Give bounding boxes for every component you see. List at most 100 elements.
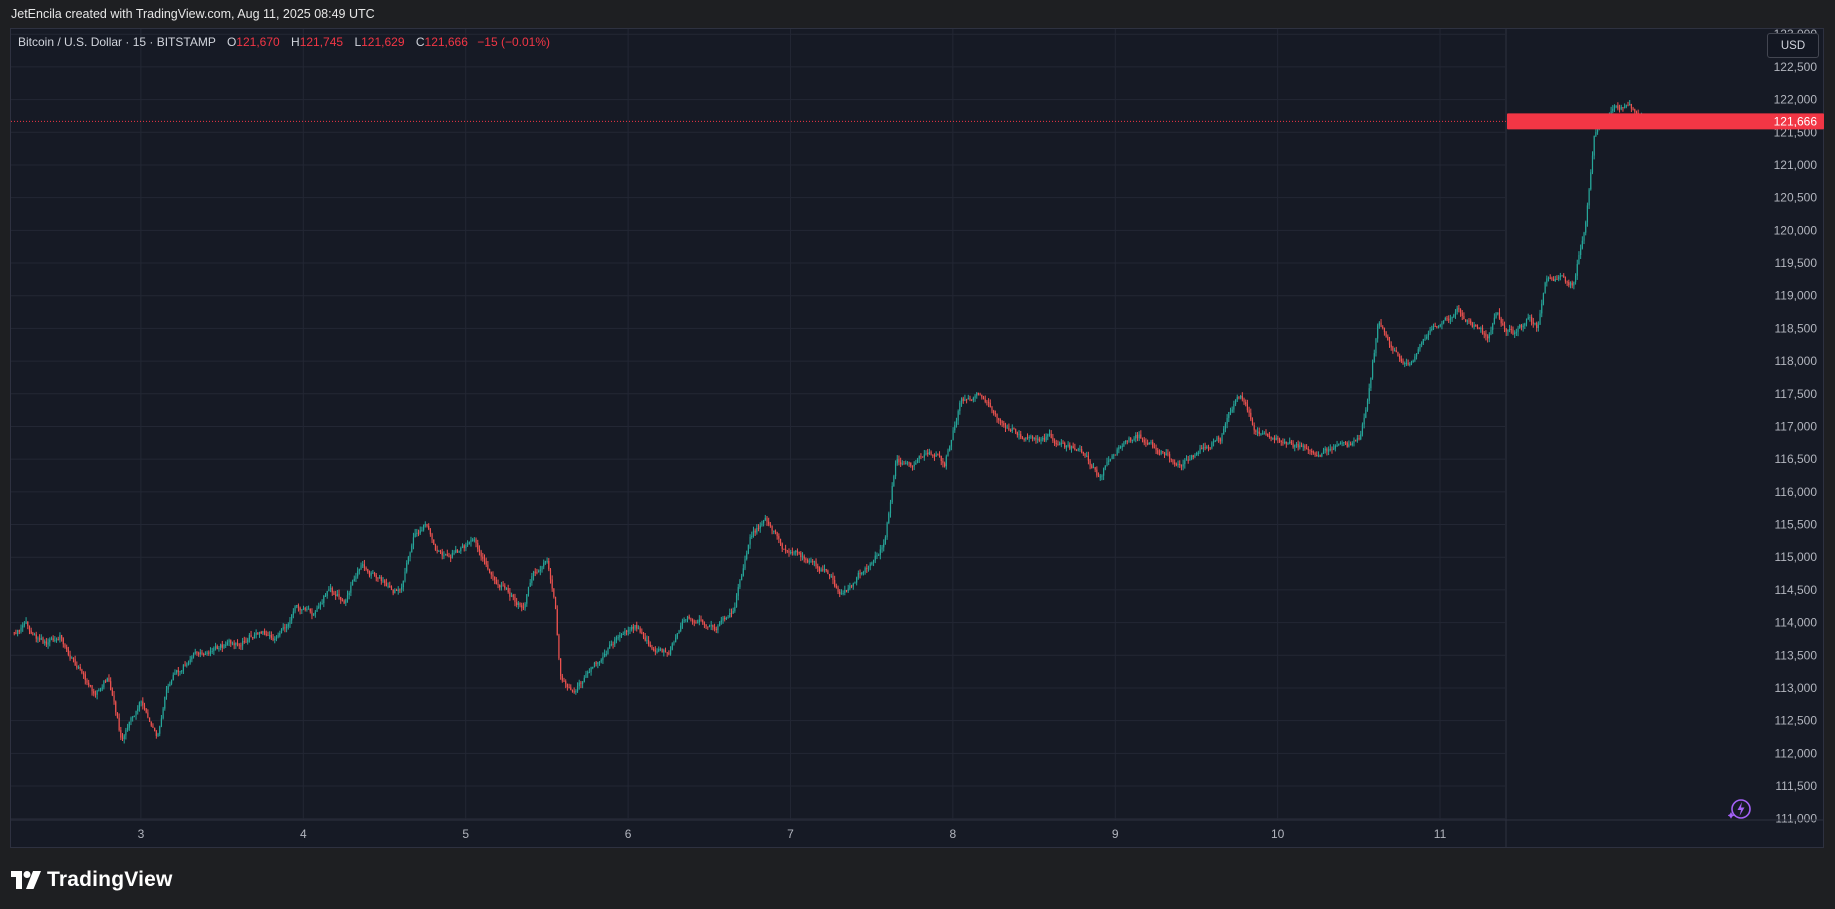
currency-button[interactable]: USD	[1767, 33, 1819, 58]
candle-body	[382, 580, 384, 582]
candle-body	[1426, 336, 1428, 339]
tradingview-logo[interactable]: TradingView	[11, 868, 173, 892]
candle-body	[160, 718, 163, 727]
candle-body	[1167, 453, 1169, 455]
candle-body	[316, 607, 318, 612]
candle-body	[888, 513, 890, 524]
candle-body	[201, 652, 203, 655]
candle-body	[1292, 443, 1294, 448]
candle-body	[614, 639, 616, 645]
candle-body	[806, 560, 809, 563]
candle-body	[778, 536, 780, 539]
candle-body	[370, 572, 372, 576]
candle-body	[1086, 455, 1088, 457]
candle-body	[424, 524, 426, 526]
candle-body	[1190, 455, 1193, 460]
candle-body	[289, 620, 291, 625]
candle-body	[407, 556, 409, 564]
low-value: 121,629	[361, 35, 405, 49]
candle-body	[712, 625, 714, 628]
candle-body	[1441, 323, 1443, 325]
candle-body	[1204, 447, 1206, 449]
candle-body	[1218, 437, 1220, 439]
candle-body	[678, 630, 680, 634]
candle-body	[77, 666, 80, 668]
candle-body	[302, 608, 305, 610]
candle-body	[250, 634, 252, 638]
candle-body	[837, 587, 839, 592]
candle-body	[1196, 452, 1198, 455]
candle-body	[977, 392, 980, 395]
candle-body	[242, 641, 244, 646]
candle-body	[86, 680, 88, 683]
candle-body	[1585, 222, 1587, 233]
candle-body	[1514, 332, 1516, 335]
candle-body	[800, 552, 802, 558]
candle-body	[1475, 324, 1477, 326]
candle-body	[365, 567, 367, 570]
candle-body	[1211, 442, 1213, 448]
candle-body	[1074, 448, 1076, 450]
candle-body	[494, 576, 496, 580]
lightning-assistant-icon[interactable]	[1728, 797, 1752, 821]
candle-body	[1172, 459, 1174, 463]
candle-body	[1097, 475, 1100, 477]
candle-body	[1185, 459, 1188, 461]
candle-body	[419, 530, 421, 534]
candle-body	[179, 670, 181, 672]
candle-body	[93, 691, 95, 694]
y-tick-label: 117,500	[1775, 387, 1818, 401]
candle-body	[908, 462, 910, 464]
candle-body	[1064, 443, 1066, 448]
candle-body	[612, 644, 614, 646]
candle-body	[439, 550, 442, 553]
candle-body	[1052, 437, 1054, 441]
candle-body	[1563, 275, 1565, 278]
candle-body	[1552, 279, 1555, 282]
candle-body	[1368, 388, 1370, 401]
candle-body	[1588, 189, 1590, 206]
candle-body	[1302, 445, 1304, 447]
candle-body	[1542, 293, 1545, 304]
candle-body	[94, 693, 97, 695]
candle-body	[373, 572, 376, 576]
candle-body	[1268, 435, 1270, 437]
candle-body	[1099, 476, 1101, 478]
candle-body	[732, 610, 734, 614]
candle-body	[466, 544, 469, 546]
candle-body	[475, 539, 477, 544]
candle-body	[350, 585, 352, 593]
candle-body	[1321, 453, 1323, 457]
candle-body	[1382, 326, 1384, 328]
candle-body	[955, 420, 958, 426]
candle-body	[1289, 441, 1291, 443]
candle-body	[1092, 467, 1095, 469]
candle-body	[659, 648, 662, 650]
candle-body	[1632, 108, 1634, 110]
candle-body	[729, 612, 731, 618]
candle-body	[245, 641, 247, 643]
candle-body	[1485, 333, 1487, 337]
candle-body	[560, 658, 562, 677]
candle-body	[928, 451, 930, 454]
y-tick-label: 112,500	[1775, 714, 1818, 728]
attribution-text: JetEncila created with TradingView.com, …	[11, 7, 375, 21]
candle-body	[1262, 433, 1264, 435]
candle-body	[1573, 281, 1575, 286]
candle-body	[1490, 329, 1492, 335]
candle-body	[949, 446, 951, 451]
symbol-description[interactable]: Bitcoin / U.S. Dollar · 15 · BITSTAMP	[18, 35, 216, 49]
y-tick-label: 120,000	[1774, 223, 1818, 237]
candle-body	[1241, 395, 1243, 400]
candle-body	[798, 552, 800, 554]
candle-body	[915, 462, 917, 465]
candle-body	[546, 560, 548, 562]
candle-body	[1497, 312, 1499, 314]
candle-body	[455, 549, 457, 553]
candle-body	[1383, 327, 1386, 333]
candle-body	[691, 619, 694, 622]
candle-body	[856, 577, 858, 583]
candle-body	[1566, 281, 1568, 283]
candle-body	[558, 635, 560, 659]
